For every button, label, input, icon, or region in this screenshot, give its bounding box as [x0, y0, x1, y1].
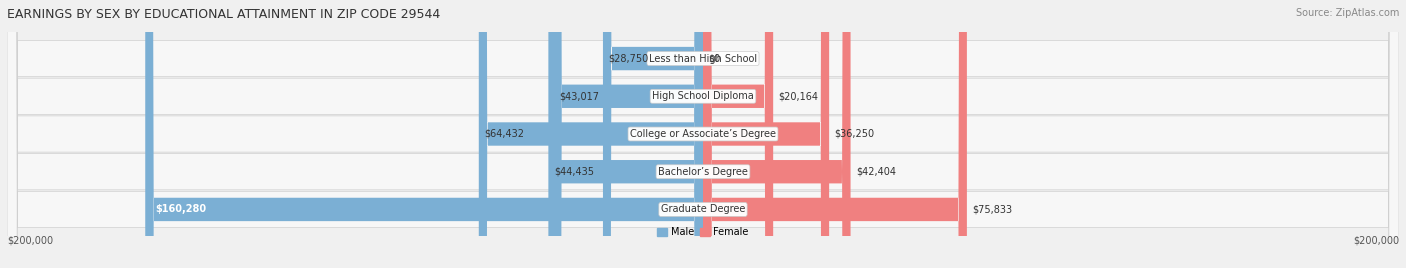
FancyBboxPatch shape [7, 0, 1399, 268]
FancyBboxPatch shape [548, 0, 703, 268]
Text: $20,164: $20,164 [779, 91, 818, 101]
Text: $36,250: $36,250 [835, 129, 875, 139]
Text: $43,017: $43,017 [558, 91, 599, 101]
Text: Source: ZipAtlas.com: Source: ZipAtlas.com [1295, 8, 1399, 18]
Text: College or Associate’s Degree: College or Associate’s Degree [630, 129, 776, 139]
Text: High School Diploma: High School Diploma [652, 91, 754, 101]
FancyBboxPatch shape [145, 0, 703, 268]
FancyBboxPatch shape [554, 0, 703, 268]
Text: Graduate Degree: Graduate Degree [661, 204, 745, 214]
Text: $44,435: $44,435 [554, 167, 593, 177]
Text: $200,000: $200,000 [1353, 236, 1399, 246]
FancyBboxPatch shape [703, 0, 851, 268]
Text: $28,750: $28,750 [609, 54, 648, 64]
FancyBboxPatch shape [479, 0, 703, 268]
Text: Bachelor’s Degree: Bachelor’s Degree [658, 167, 748, 177]
Text: EARNINGS BY SEX BY EDUCATIONAL ATTAINMENT IN ZIP CODE 29544: EARNINGS BY SEX BY EDUCATIONAL ATTAINMEN… [7, 8, 440, 21]
Legend: Male, Female: Male, Female [654, 224, 752, 241]
FancyBboxPatch shape [7, 0, 1399, 268]
FancyBboxPatch shape [703, 0, 830, 268]
FancyBboxPatch shape [7, 0, 1399, 268]
FancyBboxPatch shape [603, 0, 703, 268]
FancyBboxPatch shape [703, 0, 967, 268]
Text: $0: $0 [709, 54, 721, 64]
Text: $42,404: $42,404 [856, 167, 896, 177]
FancyBboxPatch shape [7, 0, 1399, 268]
Text: $75,833: $75,833 [973, 204, 1012, 214]
Text: Less than High School: Less than High School [650, 54, 756, 64]
FancyBboxPatch shape [703, 0, 773, 268]
Text: $200,000: $200,000 [7, 236, 53, 246]
FancyBboxPatch shape [7, 0, 1399, 268]
Text: $160,280: $160,280 [156, 204, 207, 214]
Text: $64,432: $64,432 [484, 129, 524, 139]
